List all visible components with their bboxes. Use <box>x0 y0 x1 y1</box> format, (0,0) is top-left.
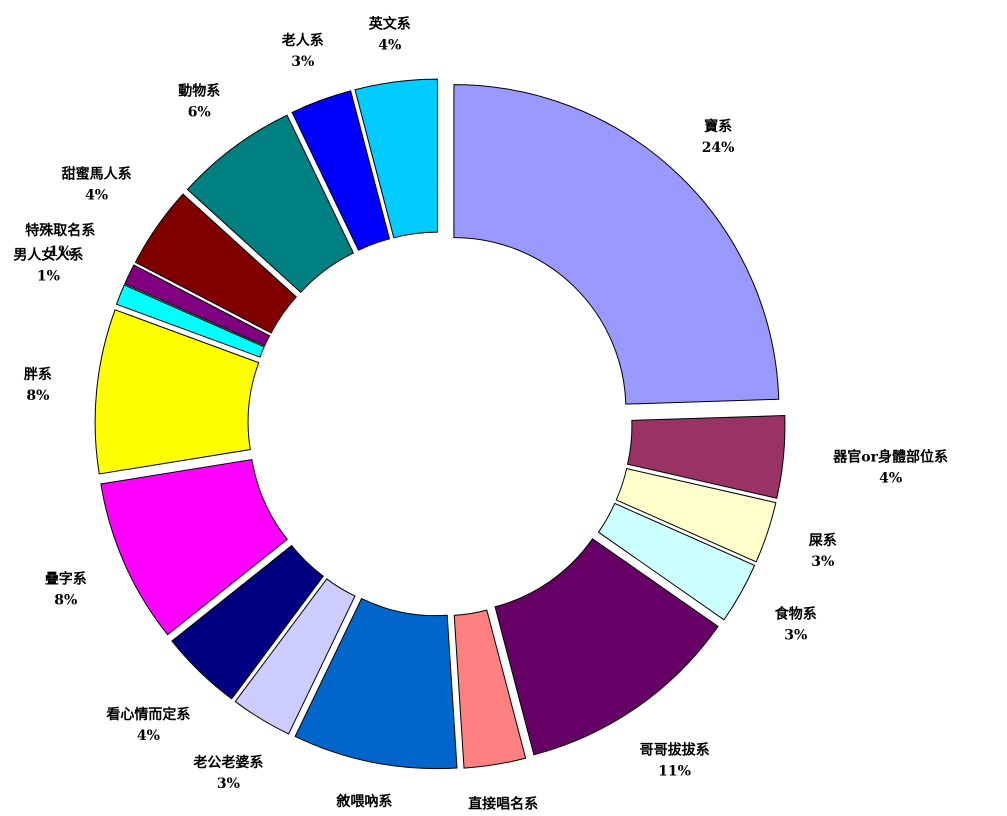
slice-label: 疊字系 <box>45 571 87 588</box>
slice <box>94 309 260 475</box>
slice <box>134 193 297 334</box>
slice <box>291 90 391 251</box>
slice-value-label: 6% <box>188 104 211 120</box>
slice-value-label: 3% <box>784 627 807 643</box>
slice <box>615 467 777 563</box>
slice-label: 直接唱名系 <box>468 796 538 813</box>
slice-label: 男人女人系 <box>13 246 83 263</box>
slice <box>186 114 355 294</box>
slice <box>124 264 271 347</box>
slice <box>171 544 324 700</box>
slice <box>453 609 527 769</box>
slice-value-label: 8% <box>26 388 49 404</box>
slice <box>597 502 756 621</box>
slice-value-label: 4% <box>879 470 902 486</box>
slice-label: 屎系 <box>809 532 837 549</box>
slice-value-label: 3% <box>217 776 240 792</box>
slice-label: 英文系 <box>368 16 411 33</box>
slice <box>294 597 458 770</box>
slice <box>354 78 438 239</box>
slice-value-label: 4% <box>137 728 160 744</box>
slice-value-label: 11% <box>658 763 691 779</box>
slice-label: 胖系 <box>24 366 52 383</box>
slice-label: 動物系 <box>178 82 220 99</box>
slice-label: 哥哥拔拔系 <box>640 741 710 758</box>
slice <box>100 458 288 636</box>
slice-value-label: 24% <box>702 140 735 156</box>
slice-value-label: 3% <box>811 554 834 570</box>
slice-value-label: 1% <box>49 244 72 260</box>
slice-label: 寶系 <box>704 118 732 135</box>
slice-label: 器官or身體部位系 <box>832 448 948 465</box>
slice-label: 老人系 <box>282 32 324 49</box>
slice <box>453 84 780 405</box>
slice-value-label: 3% <box>291 54 314 70</box>
slice <box>115 284 265 358</box>
slice <box>234 578 356 735</box>
slice-value-label: 8% <box>54 593 77 609</box>
slice <box>626 414 786 499</box>
slice-value-label: 4% <box>378 38 401 54</box>
slice-value-label: 4% <box>85 187 108 203</box>
slice-label: 老公老婆系 <box>193 754 263 771</box>
slice-value-label: 1% <box>37 268 60 284</box>
slice-label: 食物系 <box>775 605 817 622</box>
slice-label: 甜蜜馬人系 <box>62 165 132 182</box>
slice <box>494 538 719 756</box>
slice-label: 特殊取名系 <box>25 222 95 239</box>
slice-label: 敘喂吶系 <box>335 793 392 810</box>
slice-label: 看心情而定系 <box>105 706 190 723</box>
